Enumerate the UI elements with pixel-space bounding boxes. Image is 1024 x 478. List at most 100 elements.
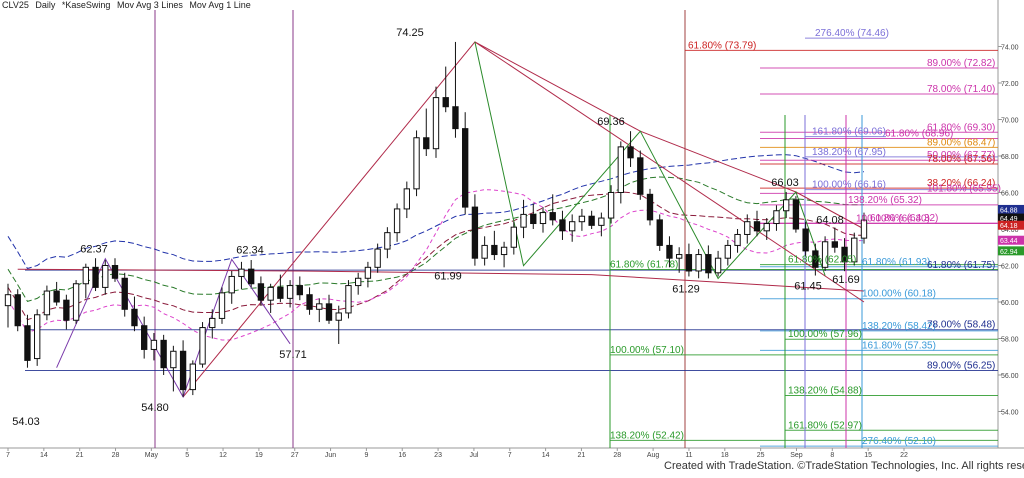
- candle-body: [666, 244, 673, 259]
- fib-level-label: 101.80% (65.95): [927, 183, 1001, 194]
- candle-body: [257, 283, 265, 301]
- price-tag-label: 63.44: [1000, 238, 1018, 245]
- fib-level-label: 61.80% (64.32): [870, 213, 938, 224]
- fib-level-label: 138.20% (65.32): [848, 195, 922, 206]
- candle-body: [481, 244, 488, 259]
- fib-level-label: 78.00% (58.48): [927, 320, 995, 331]
- time-tick-label: 11: [685, 452, 692, 459]
- swing-price-label: 69.36: [597, 116, 625, 128]
- candle-body: [14, 294, 21, 327]
- candle-body: [812, 250, 819, 268]
- price-tick-label: 56.00: [1001, 373, 1019, 380]
- time-tick-label: 16: [398, 452, 406, 459]
- candle-body: [432, 97, 440, 150]
- candle-body: [510, 226, 517, 248]
- candle-body: [92, 266, 99, 288]
- candle-body: [744, 221, 751, 235]
- swing-price-label: 61.99: [434, 271, 462, 283]
- price-tag-label: 64.49: [1000, 216, 1018, 223]
- candle-body: [773, 210, 780, 225]
- chart-header: CLV25 Daily *KaseSwing Mov Avg 3 Lines M…: [2, 0, 255, 10]
- time-tick-label: 14: [542, 452, 550, 459]
- candle-body: [413, 137, 420, 190]
- candle-body: [617, 146, 624, 193]
- candle-body: [335, 312, 342, 321]
- candle-body: [199, 327, 206, 365]
- candle-body: [24, 325, 31, 361]
- time-tick-label: 21: [76, 452, 84, 459]
- candle-body: [442, 97, 449, 108]
- candle-body: [695, 254, 702, 272]
- candle-body: [189, 363, 196, 391]
- candle-body: [627, 146, 634, 159]
- candle-body: [277, 286, 284, 299]
- swing-price-label: 61.45: [794, 281, 822, 293]
- candle-body: [539, 212, 547, 225]
- candle-body: [607, 192, 615, 219]
- study-mov-avg-3: Mov Avg 3 Lines: [116, 0, 183, 10]
- study-mov-avg-1: Mov Avg 1 Line: [189, 0, 251, 10]
- moving-averages-layer: [7, 154, 865, 341]
- price-tick-label: 58.00: [1001, 337, 1019, 344]
- candle-body: [423, 137, 430, 150]
- price-tag-label: 64.18: [1000, 223, 1018, 230]
- candle-body: [238, 268, 245, 277]
- price-axis: 74.00 72.00 70.00 68.00 66.00 64.00 62.00 60.00…: [998, 45, 1024, 417]
- candle-body: [783, 199, 790, 212]
- candle-body: [355, 277, 362, 287]
- time-tick-label: 7: [6, 452, 10, 459]
- candle-body: [345, 285, 352, 314]
- candles-layer: [4, 41, 868, 397]
- fib-level-label: 276.40% (74.46): [815, 28, 889, 39]
- time-tick-label: Sep: [790, 452, 803, 459]
- candle-body: [34, 314, 41, 360]
- candle-body: [393, 208, 401, 234]
- candle-body: [4, 294, 12, 307]
- candle-body: [160, 339, 167, 369]
- candle-body: [637, 157, 644, 195]
- candle-body: [656, 219, 663, 246]
- candle-body: [705, 254, 712, 274]
- candle-body: [685, 254, 693, 272]
- swing-trendline: [474, 41, 865, 230]
- price-tag-label: 62.94: [1000, 249, 1018, 256]
- time-tick-label: 19: [255, 452, 263, 459]
- time-tick-label: 8: [830, 452, 834, 459]
- candle-body: [53, 290, 60, 303]
- candle-body: [364, 266, 372, 279]
- moving-average-fast: [7, 189, 865, 341]
- fib-level-label: 61.80% (61.78): [610, 260, 678, 271]
- time-tick-label: 22: [900, 452, 908, 459]
- candle-body: [462, 128, 469, 208]
- swing-price-label: 61.69: [832, 274, 860, 286]
- candle-body: [374, 248, 381, 268]
- moving-average-short: [7, 191, 864, 321]
- time-tick-label: 15: [864, 452, 872, 459]
- fib-level-label: 89.00% (68.47): [927, 137, 995, 148]
- candle-body: [569, 221, 576, 232]
- candle-body: [63, 299, 70, 321]
- price-tick-label: 72.00: [1001, 81, 1019, 88]
- candle-body: [43, 290, 51, 316]
- candle-body: [860, 219, 868, 239]
- time-tick-label: Jun: [325, 452, 336, 459]
- candle-body: [588, 215, 595, 226]
- fib-level-label: 276.40% (52.10): [862, 436, 936, 447]
- candle-body: [676, 254, 683, 259]
- candle-body: [72, 283, 80, 321]
- price-tick-label: 68.00: [1001, 154, 1019, 161]
- fib-level-label: 161.80% (52.97): [788, 420, 862, 431]
- time-tick-label: 5: [185, 452, 189, 459]
- candle-body: [141, 325, 148, 350]
- candle-body: [452, 106, 459, 130]
- time-tick-label: Jul: [469, 452, 478, 459]
- time-tick-label: 28: [613, 452, 621, 459]
- price-tick-label: 74.00: [1001, 45, 1019, 52]
- swing-price-label: 66.03: [771, 177, 799, 189]
- fib-level-label: 78.00% (67.56): [927, 154, 995, 165]
- swing-price-label: 57.71: [279, 349, 307, 361]
- copyright-text: Created with TradeStation. ©TradeStation…: [664, 460, 1024, 472]
- swing-price-label: 54.80: [141, 402, 169, 414]
- candle-body: [734, 233, 741, 246]
